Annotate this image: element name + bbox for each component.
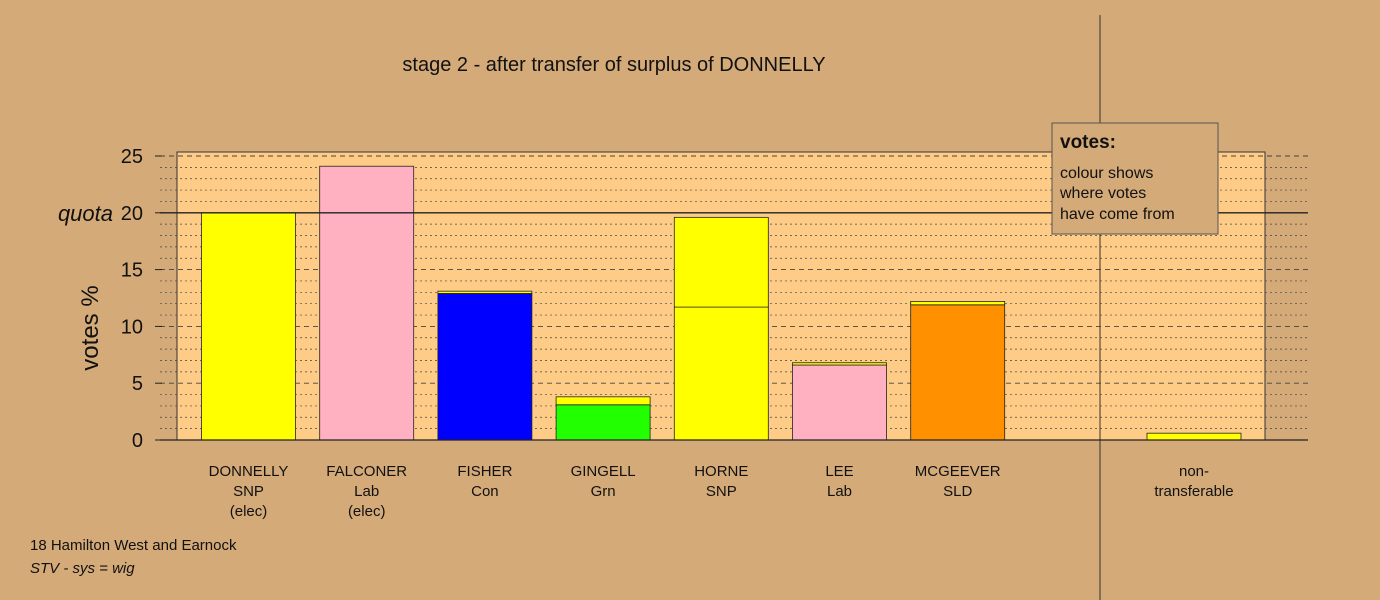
footer-constituency: 18 Hamilton West and Earnock bbox=[30, 537, 237, 554]
category-label: MCGEEVER bbox=[915, 463, 1001, 480]
footer-system: STV - sys = wig bbox=[30, 560, 135, 577]
category-label: Grn bbox=[591, 483, 616, 500]
quota-label: quota bbox=[58, 201, 113, 226]
category-label: FISHER bbox=[457, 463, 512, 480]
nontransferable-label: transferable bbox=[1154, 483, 1233, 500]
bar-segment bbox=[792, 364, 887, 441]
category-label: SNP bbox=[233, 483, 264, 500]
category-label: LEE bbox=[825, 463, 853, 480]
bars bbox=[201, 165, 1242, 441]
y-tick-label: 15 bbox=[121, 260, 143, 282]
y-axis-label: votes % bbox=[77, 285, 104, 370]
bar-segment bbox=[555, 396, 651, 406]
bar-segment bbox=[319, 165, 415, 441]
category-label: HORNE bbox=[694, 463, 748, 480]
bar-segment bbox=[792, 362, 887, 366]
nontransferable-bar bbox=[1146, 432, 1242, 441]
legend-title: votes: bbox=[1060, 132, 1116, 153]
category-label: (elec) bbox=[348, 503, 386, 520]
category-labels: DONNELLY SNP (elec) FALCONER Lab (elec) FISHER… bbox=[209, 463, 1234, 520]
bar-segment bbox=[673, 306, 769, 441]
chart-title: stage 2 - after transfer of surplus of D… bbox=[402, 54, 825, 76]
y-tick-label: 5 bbox=[132, 373, 143, 395]
category-label: Con bbox=[471, 483, 499, 500]
legend-box bbox=[1051, 122, 1219, 235]
y-tick-label: 10 bbox=[121, 316, 143, 338]
legend-line-2: where votes bbox=[1059, 185, 1146, 202]
category-label: Lab bbox=[827, 483, 852, 500]
bar-segment bbox=[555, 404, 651, 441]
category-label: (elec) bbox=[230, 503, 268, 520]
legend-line-1: colour shows bbox=[1060, 165, 1153, 182]
legend: votes: colour shows where votes have com… bbox=[1051, 122, 1219, 235]
bar-segment bbox=[910, 301, 1006, 306]
category-label: SNP bbox=[706, 483, 737, 500]
category-label: SLD bbox=[943, 483, 972, 500]
nontransferable-label: non- bbox=[1179, 463, 1209, 480]
bar-segment bbox=[201, 212, 296, 441]
category-label: GINGELL bbox=[571, 463, 636, 480]
y-ticks: 0 5 10 15 20 25 bbox=[121, 146, 162, 452]
bar-segment bbox=[673, 216, 769, 308]
bar-segment bbox=[437, 293, 533, 441]
bar-segment bbox=[437, 290, 533, 294]
y-tick-label: 20 bbox=[121, 203, 143, 225]
category-label: Lab bbox=[354, 483, 379, 500]
bar-segment bbox=[910, 304, 1006, 441]
legend-line-3: have come from bbox=[1060, 206, 1175, 223]
y-tick-label: 25 bbox=[121, 146, 143, 168]
category-label: DONNELLY bbox=[209, 463, 289, 480]
y-tick-label: 0 bbox=[132, 430, 143, 452]
category-label: FALCONER bbox=[326, 463, 407, 480]
